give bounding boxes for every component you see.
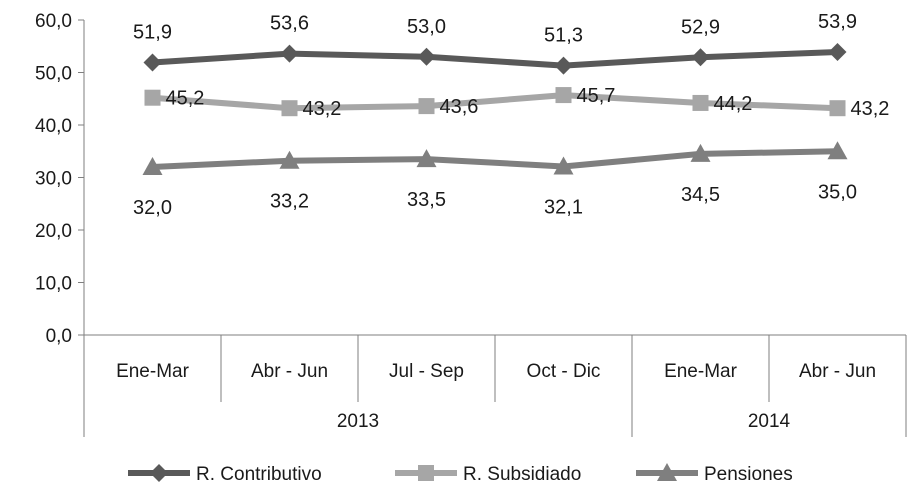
y-tick-label: 20,0 [35, 221, 72, 242]
data-point-marker [829, 100, 846, 117]
y-tick-label: 30,0 [35, 169, 72, 190]
data-label: 32,1 [544, 196, 583, 218]
x-category-label: Ene-Mar [664, 361, 738, 382]
data-point-marker [828, 43, 847, 62]
data-point-marker [690, 143, 711, 162]
data-point-marker [691, 48, 710, 67]
data-point-marker [416, 149, 437, 168]
data-label: 43,2 [851, 98, 890, 120]
data-label: 35,0 [818, 181, 857, 203]
legend-marker [418, 465, 434, 481]
legend-label: Pensiones [704, 464, 793, 485]
data-point-marker [827, 141, 848, 160]
year-group-label: 2013 [337, 411, 379, 432]
x-category-label: Oct - Dic [527, 361, 601, 382]
x-category-label: Ene-Mar [116, 361, 190, 382]
y-tick-label: 50,0 [35, 64, 72, 85]
data-point-marker [417, 47, 436, 66]
y-tick-label: 0,0 [46, 326, 72, 347]
data-label: 52,9 [681, 16, 720, 38]
y-tick-label: 40,0 [35, 116, 72, 137]
data-label: 43,6 [440, 96, 479, 118]
data-label: 53,6 [270, 13, 309, 35]
x-category-label: Jul - Sep [389, 361, 464, 382]
data-label: 53,9 [818, 11, 857, 33]
y-tick-label: 60,0 [35, 11, 72, 32]
data-point-marker [554, 56, 573, 75]
data-point-marker [418, 98, 435, 115]
data-label: 33,5 [407, 189, 446, 211]
x-category-label: Abr - Jun [251, 361, 328, 382]
data-point-marker [280, 44, 299, 63]
data-point-marker [692, 94, 709, 111]
data-point-marker [281, 100, 298, 117]
data-point-marker [142, 157, 163, 175]
series-line-2 [152, 148, 838, 170]
data-label: 45,2 [166, 88, 205, 110]
year-group-label: 2014 [748, 411, 791, 432]
legend-marker [657, 463, 677, 481]
legend-label: R. Contributivo [196, 464, 322, 485]
y-tick-label: 10,0 [35, 274, 72, 295]
data-label: 44,2 [714, 93, 753, 115]
data-point-marker [279, 150, 300, 169]
data-label: 51,9 [133, 22, 172, 44]
data-label: 43,2 [303, 98, 342, 120]
data-label: 45,7 [577, 85, 616, 107]
data-point-marker [144, 89, 161, 106]
data-label: 51,3 [544, 25, 583, 47]
x-category-label: Abr - Jun [799, 361, 876, 382]
legend-marker [150, 464, 168, 482]
series-line-1 [152, 92, 838, 112]
series-line-0 [152, 49, 838, 69]
legend-label: R. Subsidiado [463, 464, 581, 485]
data-label: 33,2 [270, 191, 309, 213]
data-point-marker [555, 87, 572, 104]
data-point-marker [143, 53, 162, 72]
data-point-marker [553, 156, 574, 175]
data-label: 32,0 [133, 197, 172, 219]
data-label: 34,5 [681, 184, 720, 206]
data-label: 53,0 [407, 16, 446, 38]
